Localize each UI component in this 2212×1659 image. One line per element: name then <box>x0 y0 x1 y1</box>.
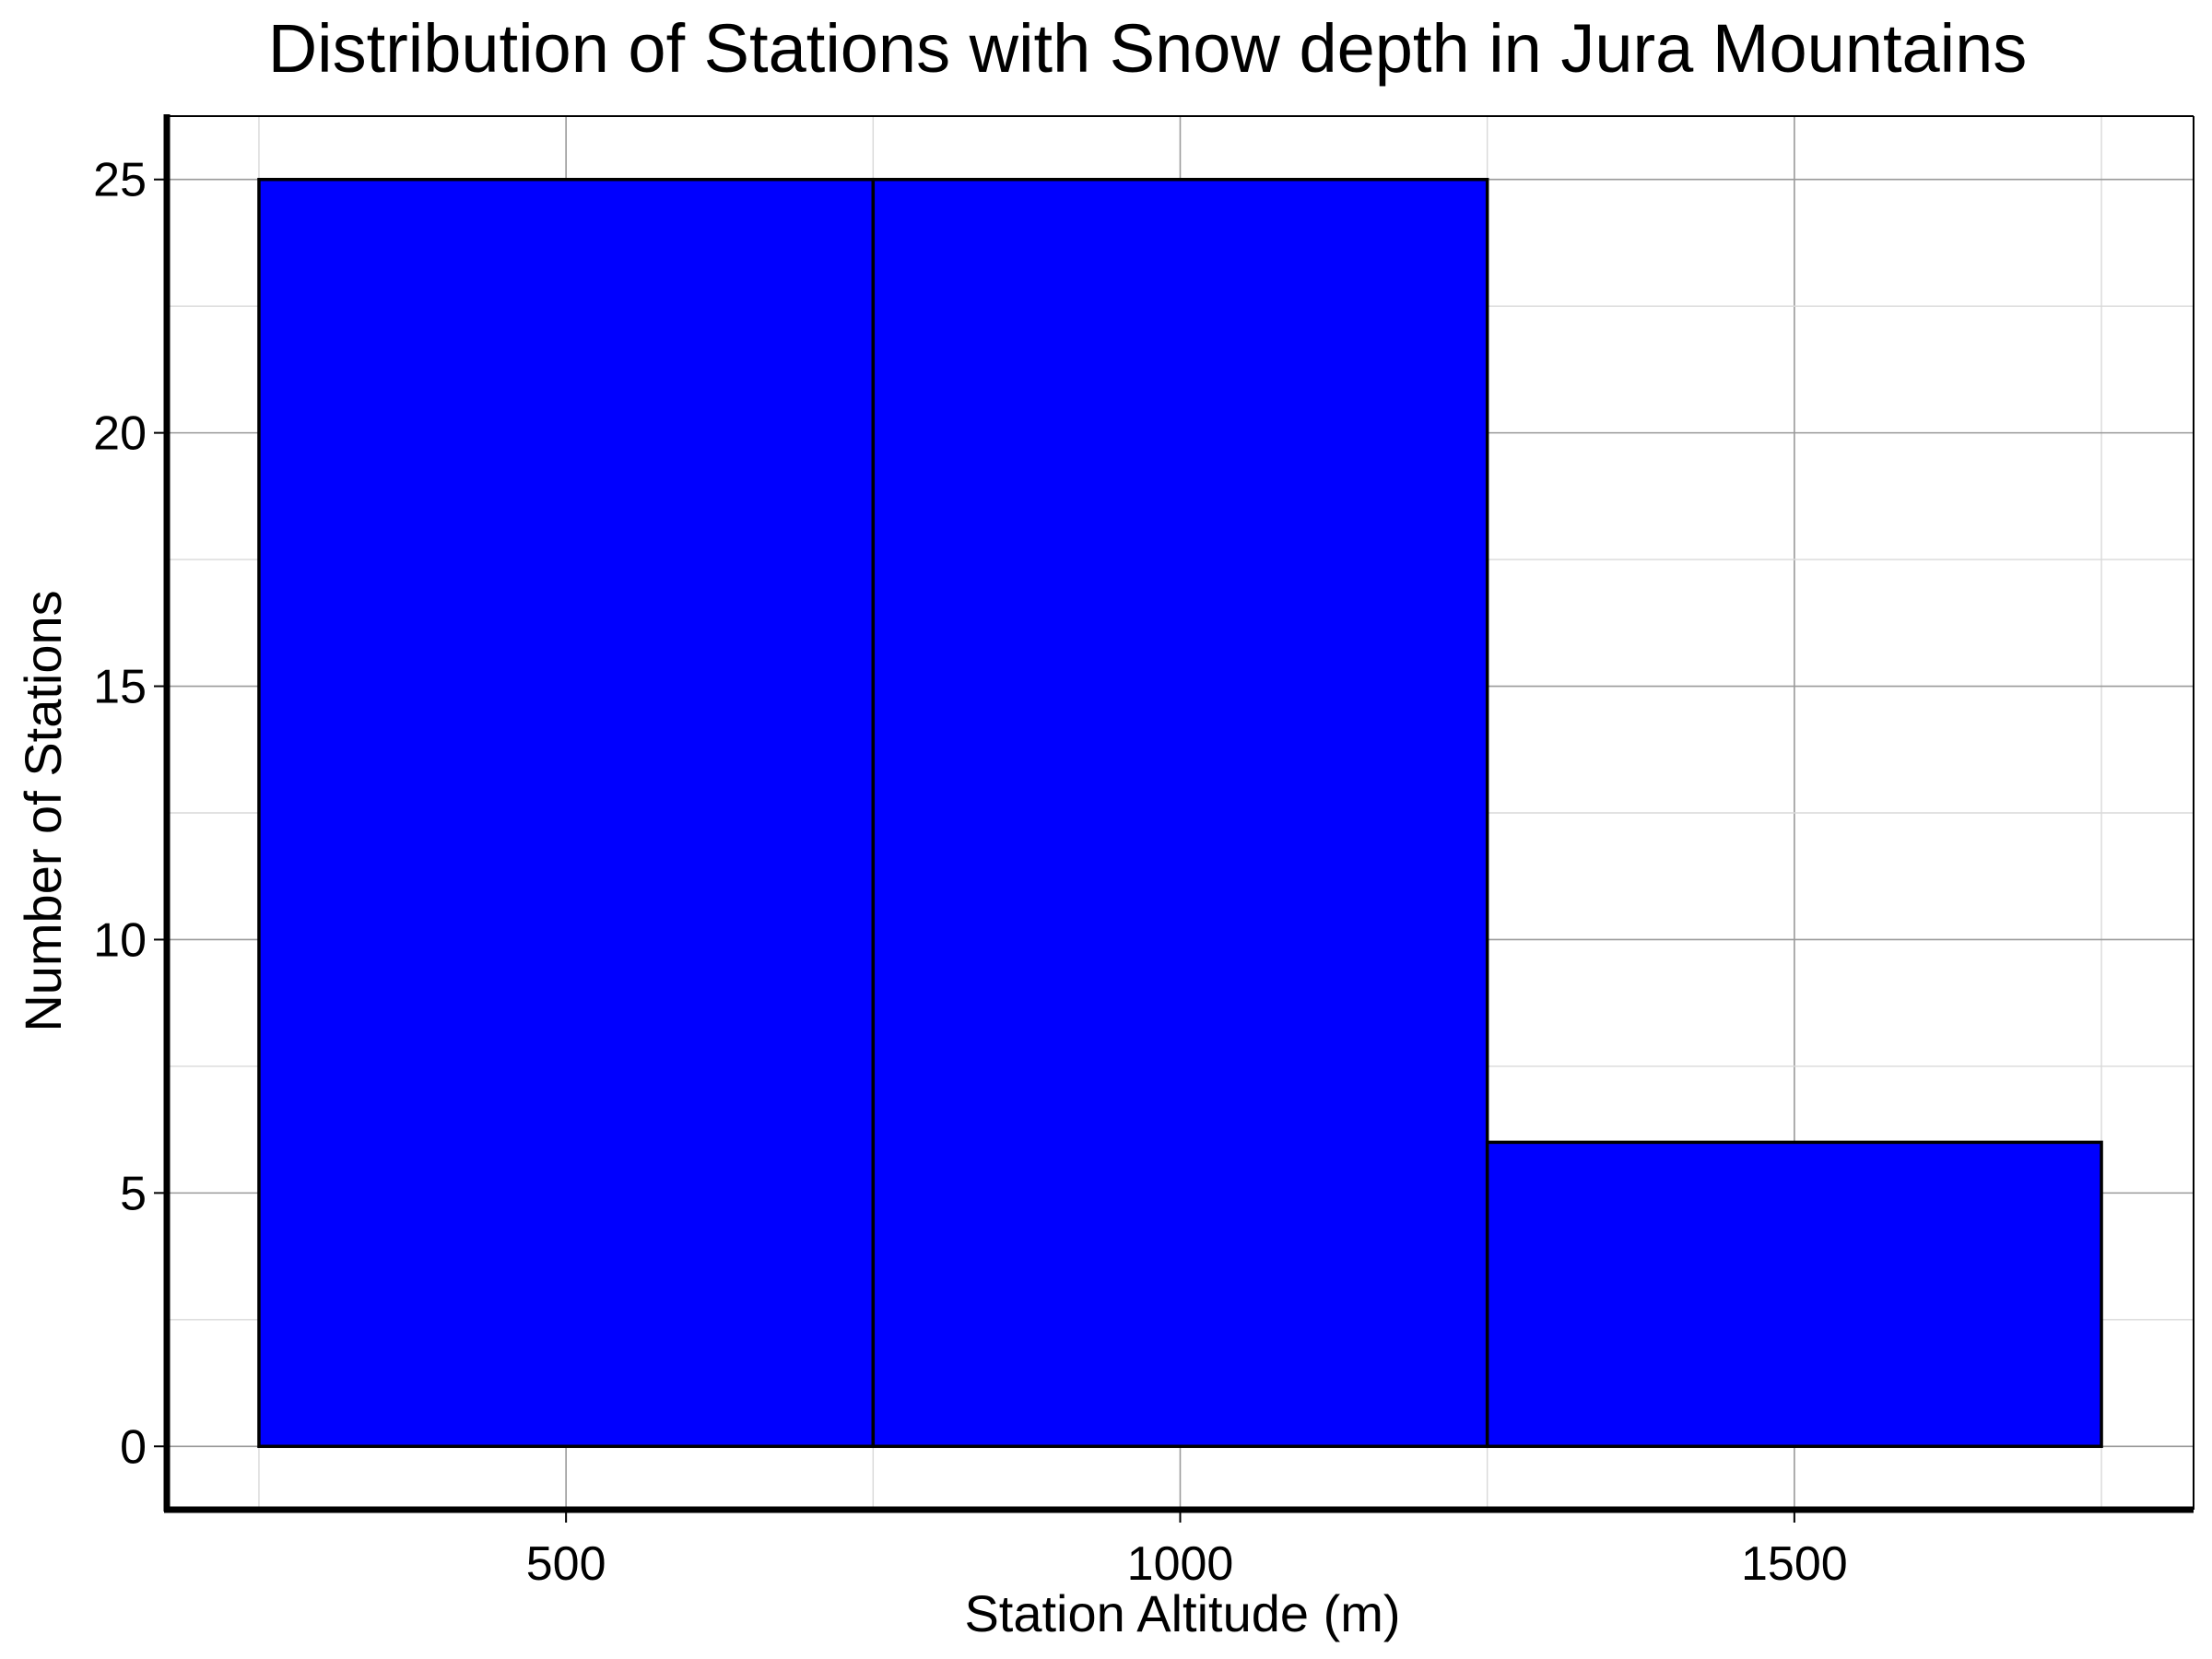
x-axis-title: Station Altitude (m) <box>964 1584 1400 1642</box>
chart-title: Distribution of Stations with Snow depth… <box>268 10 2028 87</box>
y-tick-label: 20 <box>93 407 147 461</box>
x-tick-label: 1000 <box>1127 1537 1234 1591</box>
histogram-bars <box>257 177 2103 1449</box>
y-axis-title: Number of Stations <box>14 590 72 1031</box>
histogram-bar-1 <box>257 177 876 1449</box>
y-tick-label: 25 <box>93 154 147 207</box>
y-tick-label: 10 <box>93 913 147 967</box>
tick-labels: 500 1000 1500 0 5 10 15 20 25 <box>93 154 1848 1591</box>
histogram-bar-2 <box>871 177 1489 1449</box>
y-tick-label: 15 <box>93 661 147 714</box>
axes <box>163 114 2194 1513</box>
x-tick-label: 1500 <box>1741 1537 1848 1591</box>
y-tick-label: 0 <box>120 1420 147 1474</box>
x-tick-label: 500 <box>526 1537 606 1591</box>
y-tick-label: 5 <box>120 1167 147 1220</box>
histogram-bar-3 <box>1485 1140 2103 1449</box>
